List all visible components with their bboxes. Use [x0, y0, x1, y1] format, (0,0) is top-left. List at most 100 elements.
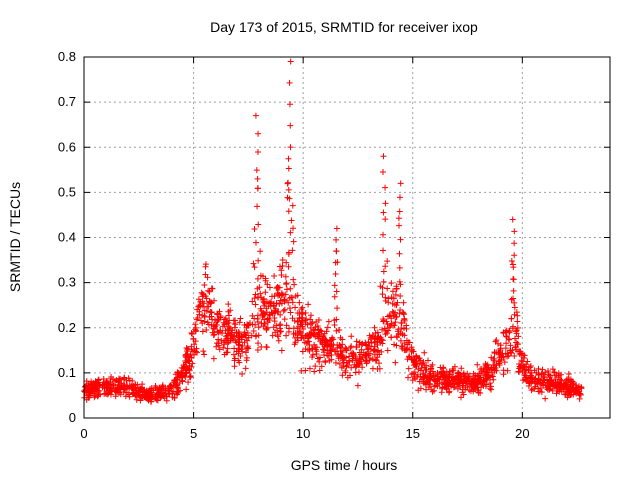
data-point [218, 337, 225, 344]
data-point [249, 312, 256, 319]
data-point [496, 361, 503, 368]
data-point [204, 303, 211, 310]
data-point [285, 165, 292, 172]
data-point [532, 383, 539, 390]
data-point [449, 367, 456, 374]
data-point [229, 336, 236, 343]
data-point [171, 394, 178, 401]
data-point [516, 350, 523, 357]
data-point [292, 293, 299, 300]
data-point [387, 312, 394, 319]
data-point [228, 332, 235, 339]
data-point [180, 365, 187, 372]
data-point [277, 321, 284, 328]
data-point [283, 322, 290, 329]
data-point [514, 341, 521, 348]
data-point [395, 326, 402, 333]
data-point [237, 352, 244, 359]
data-point [189, 331, 196, 338]
data-point [408, 356, 415, 363]
data-point [376, 365, 383, 372]
data-point [343, 347, 350, 354]
data-point [427, 368, 434, 375]
data-point [396, 264, 403, 271]
data-point [270, 324, 277, 331]
data-point [426, 372, 433, 379]
data-point [503, 340, 510, 347]
data-point [83, 396, 90, 403]
data-point [87, 390, 94, 397]
data-point [195, 303, 202, 310]
data-point [325, 350, 332, 357]
data-point [163, 397, 170, 404]
data-point [332, 259, 339, 266]
data-point [397, 236, 404, 243]
data-point [185, 353, 192, 360]
data-point [244, 343, 251, 350]
data-point [415, 387, 422, 394]
data-point [423, 386, 430, 393]
data-point [222, 315, 229, 322]
data-point [292, 330, 299, 337]
data-point [254, 175, 261, 182]
data-point [182, 352, 189, 359]
data-point [443, 386, 450, 393]
data-point [371, 334, 378, 341]
data-point [201, 307, 208, 314]
data-point [315, 326, 322, 333]
data-point [285, 328, 292, 335]
data-point [292, 304, 299, 311]
data-point [393, 313, 400, 320]
data-point [384, 285, 391, 292]
data-point [371, 346, 378, 353]
data-point [286, 101, 293, 108]
data-point [225, 301, 232, 308]
data-point [235, 345, 242, 352]
data-point [139, 381, 146, 388]
data-point [453, 381, 460, 388]
data-point [575, 383, 582, 390]
data-point [569, 378, 576, 385]
data-point [185, 379, 192, 386]
data-point [464, 375, 471, 382]
data-point [354, 382, 361, 389]
data-point [337, 334, 344, 341]
data-point [391, 322, 398, 329]
data-point [510, 287, 517, 294]
data-point [251, 225, 258, 232]
data-point [458, 394, 465, 401]
data-point [371, 324, 378, 331]
data-point [327, 347, 334, 354]
data-point [491, 349, 498, 356]
data-point [282, 273, 289, 280]
plot-frame [83, 56, 611, 419]
data-point [207, 300, 214, 307]
data-point [205, 287, 212, 294]
data-point [223, 318, 230, 325]
data-point [267, 312, 274, 319]
data-point [232, 355, 239, 362]
data-point [294, 318, 301, 325]
data-point [275, 291, 282, 298]
data-point [432, 382, 439, 389]
x-tick-label: 5 [190, 426, 197, 441]
data-point [298, 334, 305, 341]
data-point [359, 364, 366, 371]
data-point [81, 389, 88, 396]
data-point [201, 312, 208, 319]
data-point [348, 364, 355, 371]
data-point [470, 388, 477, 395]
data-point [224, 335, 231, 342]
data-point [408, 371, 415, 378]
data-point [95, 391, 102, 398]
data-point [565, 371, 572, 378]
data-point [392, 291, 399, 298]
data-point [460, 391, 467, 398]
data-point [380, 268, 387, 275]
data-point [263, 343, 270, 350]
data-point [109, 376, 116, 383]
data-point [527, 363, 534, 370]
data-point [115, 385, 122, 392]
data-point [159, 383, 166, 390]
